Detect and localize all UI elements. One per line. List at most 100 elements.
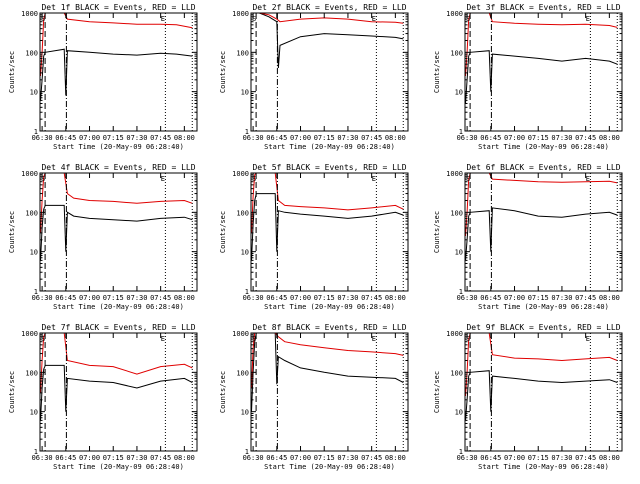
y-tick-label: 10	[241, 89, 249, 97]
x-axis-label: Start Time (20-May-09 06:28:40)	[53, 303, 184, 311]
x-tick-label: 08:00	[599, 454, 620, 462]
plot-frame	[464, 332, 623, 452]
chart-title: Det 2f BLACK = Events, RED = LLD	[252, 3, 406, 12]
y-tick-label: 100	[236, 369, 249, 377]
x-tick-label: 06:30	[243, 454, 264, 462]
x-tick-label: 08:00	[174, 454, 195, 462]
marker-label: E	[586, 175, 590, 183]
x-tick-label: 07:45	[575, 294, 596, 302]
y-tick-label: 100	[236, 209, 249, 217]
marker-label: E	[586, 15, 590, 23]
x-tick-label: 06:45	[55, 454, 76, 462]
events-series-line	[251, 333, 404, 412]
x-axis-label: Start Time (20-May-09 06:28:40)	[478, 143, 609, 151]
y-axis-label: Counts/sec	[8, 371, 16, 413]
marker-label: E	[372, 335, 376, 343]
y-tick-label: 10	[30, 409, 38, 417]
x-tick-label: 07:15	[314, 454, 335, 462]
marker-label: E	[372, 175, 376, 183]
plot-frame	[39, 172, 198, 292]
y-tick-label: 1000	[21, 170, 38, 178]
x-tick-label: 07:30	[126, 134, 147, 142]
y-tick-label: 100	[236, 49, 249, 57]
x-tick-label: 07:30	[551, 454, 572, 462]
x-axis-label: Start Time (20-May-09 06:28:40)	[53, 463, 184, 471]
y-tick-label: 1000	[232, 170, 249, 178]
x-tick-label: 07:45	[361, 454, 382, 462]
detector-panel: S E Det 9f BLACK = Events, RED = LLD 1 10 100…	[433, 323, 623, 471]
lld-series-line	[251, 173, 404, 233]
y-tick-label: 1000	[232, 10, 249, 18]
y-axis-label: Counts/sec	[8, 211, 16, 253]
x-tick-label: 08:00	[599, 134, 620, 142]
detector-panel: S E Det 6f BLACK = Events, RED = LLD 1 10 100…	[433, 163, 623, 311]
chart-title: Det 5f BLACK = Events, RED = LLD	[252, 163, 406, 172]
y-axis-label: Counts/sec	[433, 211, 441, 253]
y-tick-label: 1	[459, 128, 463, 136]
x-tick-label: 06:30	[32, 454, 53, 462]
x-axis-label: Start Time (20-May-09 06:28:40)	[478, 463, 609, 471]
x-axis-label: Start Time (20-May-09 06:28:40)	[478, 303, 609, 311]
x-tick-label: 08:00	[385, 454, 406, 462]
events-series-line	[40, 48, 193, 101]
y-tick-label: 100	[25, 49, 38, 57]
y-axis-label: Counts/sec	[219, 211, 227, 253]
marker-label: E	[372, 15, 376, 23]
lld-series-line	[465, 173, 618, 237]
events-series-line	[465, 370, 618, 421]
x-tick-label: 07:30	[551, 294, 572, 302]
x-tick-label: 06:45	[55, 134, 76, 142]
x-tick-label: 07:15	[103, 454, 124, 462]
x-tick-label: 06:45	[266, 134, 287, 142]
detector-panel: S E Det 1f BLACK = Events, RED = LLD 1 10 100…	[8, 3, 198, 151]
y-tick-label: 1000	[446, 170, 463, 178]
events-series-line	[465, 50, 618, 104]
x-tick-label: 07:15	[528, 134, 549, 142]
x-tick-label: 06:45	[55, 294, 76, 302]
y-axis-label: Counts/sec	[219, 371, 227, 413]
marker-label: E	[586, 335, 590, 343]
marker-label: E	[161, 335, 165, 343]
detector-panel: S E Det 7f BLACK = Events, RED = LLD 1 10 100…	[8, 323, 198, 471]
x-tick-label: 07:00	[290, 134, 311, 142]
plot-frame	[464, 172, 623, 292]
x-tick-label: 07:45	[150, 134, 171, 142]
x-tick-label: 07:00	[290, 454, 311, 462]
x-tick-label: 07:00	[290, 294, 311, 302]
x-axis-label: Start Time (20-May-09 06:28:40)	[53, 143, 184, 151]
y-tick-label: 100	[450, 49, 463, 57]
detector-panel: S E Det 4f BLACK = Events, RED = LLD 1 10 100…	[8, 163, 198, 311]
y-tick-label: 1	[245, 448, 249, 456]
y-tick-label: 10	[455, 409, 463, 417]
marker-label: E	[161, 15, 165, 23]
x-tick-label: 07:45	[150, 454, 171, 462]
x-tick-label: 06:30	[32, 294, 53, 302]
x-tick-label: 07:30	[337, 134, 358, 142]
y-tick-label: 1	[245, 288, 249, 296]
x-axis-label: Start Time (20-May-09 06:28:40)	[264, 463, 395, 471]
y-tick-label: 10	[30, 249, 38, 257]
x-tick-label: 06:45	[266, 294, 287, 302]
lld-series-line	[40, 333, 193, 393]
x-axis-label: Start Time (20-May-09 06:28:40)	[264, 303, 395, 311]
y-axis-label: Counts/sec	[433, 371, 441, 413]
plot-frame	[250, 172, 409, 292]
x-tick-label: 07:15	[314, 134, 335, 142]
chart-title: Det 4f BLACK = Events, RED = LLD	[41, 163, 195, 172]
x-tick-label: 08:00	[174, 294, 195, 302]
x-tick-label: 07:00	[504, 454, 525, 462]
detector-panel: S E Det 2f BLACK = Events, RED = LLD 1 10 100…	[219, 3, 409, 151]
plot-frame	[464, 12, 623, 132]
marker-label: S	[466, 335, 470, 343]
marker-label: S	[252, 335, 256, 343]
x-tick-label: 07:15	[314, 294, 335, 302]
x-tick-label: 07:00	[504, 294, 525, 302]
lld-series-line	[251, 13, 404, 24]
marker-label: E	[161, 175, 165, 183]
marker-label: S	[252, 175, 256, 183]
y-tick-label: 10	[30, 89, 38, 97]
x-tick-label: 07:15	[103, 134, 124, 142]
marker-label: S	[466, 15, 470, 23]
chart-title: Det 8f BLACK = Events, RED = LLD	[252, 323, 406, 332]
chart-title: Det 9f BLACK = Events, RED = LLD	[466, 323, 620, 332]
